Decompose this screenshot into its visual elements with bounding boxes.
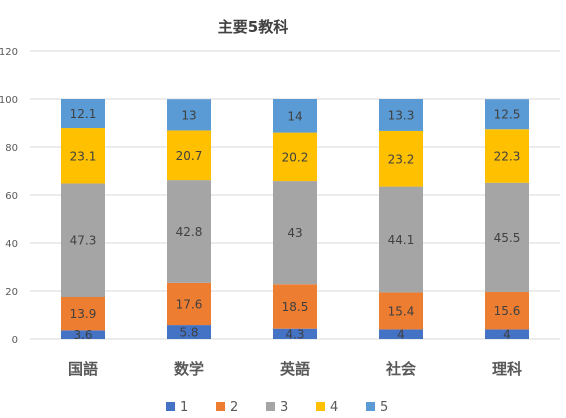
bar-segment-series-1 [167,325,211,339]
y-tick-label: 80 [5,143,18,154]
y-tick-label: 60 [5,191,18,202]
data-label: 45.5 [494,231,521,245]
bar-segment-series-1 [273,328,317,339]
data-label: 12.1 [70,107,97,121]
legend-swatch [216,402,225,411]
legend-swatch [316,402,325,411]
x-tick-label: 国語 [68,360,98,378]
data-label: 15.4 [388,304,415,318]
bar-segment-series-2 [273,284,317,329]
y-tick-label: 120 [0,47,18,58]
data-label: 13.9 [70,307,97,321]
bar-segment-series-5 [167,99,211,131]
legend-item-5: 5 [366,400,388,415]
y-axis-ticks: 0 20 40 60 80 100 120 [0,47,18,346]
data-label: 20.2 [282,150,309,164]
data-labels: 3.6 13.9 47.3 23.1 12.1 5.8 17.6 42.8 20.7 13 4.3 1… [70,107,521,342]
bar-segment-series-5 [379,99,423,131]
x-tick-label: 理科 [492,360,522,378]
bar-segment-series-1 [61,330,105,339]
bar-segment-series-2 [167,282,211,326]
bar-segment-series-2 [379,292,423,330]
x-tick-label: 社会 [385,360,416,378]
data-label: 4.3 [285,327,304,341]
bar-segment-series-4 [273,132,317,182]
y-tick-label: 20 [5,287,18,298]
bar-segment-series-4 [379,130,423,187]
data-label: 3.6 [73,328,92,342]
data-label: 43 [287,226,302,240]
y-tick-label: 0 [12,335,18,346]
data-label: 4 [397,328,405,342]
data-label: 23.1 [70,149,97,163]
bar-segment-series-2 [61,297,105,331]
bar-segment-series-3 [61,183,105,297]
legend-item-4: 4 [316,400,338,415]
data-label: 22.3 [494,150,521,164]
data-label: 13 [181,108,196,122]
bar-segment-series-3 [273,181,317,285]
data-label: 4 [503,328,511,342]
legend-swatch [366,402,375,411]
data-label: 42.8 [176,225,203,239]
bar-segment-series-5 [485,99,529,130]
bars [61,99,529,339]
legend-label: 5 [380,400,388,415]
bar-segment-series-3 [379,186,423,293]
data-label: 13.3 [388,108,415,122]
x-tick-label: 英語 [280,360,310,378]
x-tick-label: 数学 [174,360,204,378]
data-label: 18.5 [282,300,309,314]
legend-label: 3 [280,400,288,415]
bar-segment-series-5 [61,99,105,129]
bar-segment-series-4 [485,129,529,183]
legend-item-2: 2 [216,400,238,415]
bar-segment-series-1 [379,329,423,339]
legend-swatch [266,402,275,411]
legend-label: 4 [330,400,338,415]
bar-segment-series-5 [273,99,317,133]
data-label: 5.8 [179,326,198,340]
legend-item-1: 1 [166,400,188,415]
bar-segment-series-3 [167,180,211,283]
data-label: 23.2 [388,152,415,166]
legend-item-3: 3 [266,400,288,415]
data-label: 47.3 [70,234,97,248]
bar-segment-series-2 [485,291,529,330]
data-label: 12.5 [494,108,521,122]
y-tick-label: 40 [5,239,18,250]
bar-segment-series-4 [167,130,211,181]
legend-label: 2 [230,400,238,415]
legend-label: 1 [180,400,188,415]
data-label: 44.1 [388,233,415,247]
bar-segment-series-3 [485,182,529,292]
y-tick-label: 100 [0,95,18,106]
legend: 1 2 3 4 5 [166,400,388,415]
bar-segment-series-4 [61,128,105,184]
bar-segment-series-1 [485,329,529,339]
data-label: 14 [287,109,302,123]
data-label: 17.6 [176,297,203,311]
chart-title: 主要5教科 [218,18,288,36]
data-label: 20.7 [176,149,203,163]
legend-swatch [166,402,175,411]
x-axis-ticks: 国語 数学 英語 社会 理科 [68,360,522,378]
data-label: 15.6 [494,304,521,318]
